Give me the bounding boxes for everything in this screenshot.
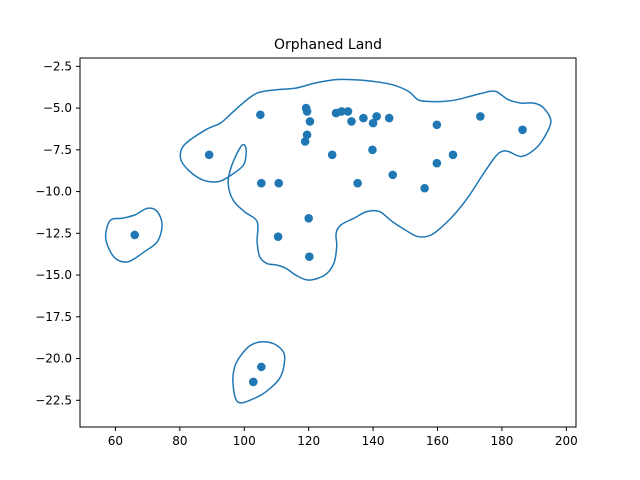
y-tick-label: −7.5 — [43, 143, 72, 157]
data-point — [302, 107, 312, 116]
data-point — [518, 125, 527, 135]
density-contour-2 — [104, 207, 163, 263]
data-points — [130, 103, 527, 387]
data-point — [257, 362, 266, 372]
data-point — [384, 113, 394, 123]
data-point — [420, 183, 429, 193]
data-point — [432, 120, 442, 130]
y-axis: −2.5 −5.0 −7.5 −10.0 −12.5 −15.0 −17.5 −20.0 −22… — [35, 59, 80, 407]
plot-frame — [79, 57, 577, 428]
data-point — [448, 150, 458, 160]
data-point — [274, 178, 284, 188]
data-point — [248, 377, 258, 387]
x-tick-label: 120 — [297, 434, 320, 448]
y-tick-label: −5.0 — [43, 101, 72, 115]
data-point — [347, 117, 356, 126]
data-point — [302, 130, 312, 140]
x-tick-label: 200 — [555, 434, 578, 448]
data-point — [343, 107, 353, 116]
data-point — [256, 110, 265, 120]
chart-title: Orphaned Land — [274, 37, 382, 53]
density-contour-3 — [232, 341, 286, 404]
y-tick-label: −10.0 — [35, 185, 72, 199]
y-tick-label: −15.0 — [35, 268, 72, 282]
data-point — [257, 178, 266, 188]
data-point — [337, 107, 346, 116]
density-contour-1 — [179, 78, 552, 281]
y-tick-label: −22.5 — [35, 393, 72, 407]
y-tick-label: −17.5 — [35, 310, 72, 324]
x-tick-label: 60 — [108, 434, 123, 448]
x-tick-label: 180 — [490, 434, 513, 448]
data-point — [432, 158, 442, 168]
data-point — [204, 150, 214, 160]
data-point — [372, 112, 381, 121]
data-point — [300, 137, 310, 146]
data-point — [388, 170, 398, 180]
x-tick-label: 80 — [172, 434, 187, 448]
data-point — [305, 117, 315, 126]
y-tick-label: −20.0 — [35, 352, 72, 366]
x-tick-label: 160 — [426, 434, 449, 448]
y-tick-label: −12.5 — [35, 226, 72, 240]
data-point — [327, 150, 337, 160]
data-point — [130, 230, 140, 240]
x-tick-label: 100 — [233, 434, 256, 448]
data-point — [368, 145, 377, 155]
x-axis: 60 80 100 120 140 160 180 200 — [108, 427, 578, 448]
data-point — [476, 112, 485, 121]
data-point — [359, 113, 368, 123]
data-point — [305, 252, 314, 261]
x-tick-label: 140 — [362, 434, 385, 448]
y-tick-label: −2.5 — [43, 59, 72, 73]
data-point — [273, 232, 283, 241]
data-point — [368, 118, 378, 128]
data-point — [353, 178, 362, 188]
data-point — [304, 213, 313, 223]
density-contours — [104, 78, 552, 404]
